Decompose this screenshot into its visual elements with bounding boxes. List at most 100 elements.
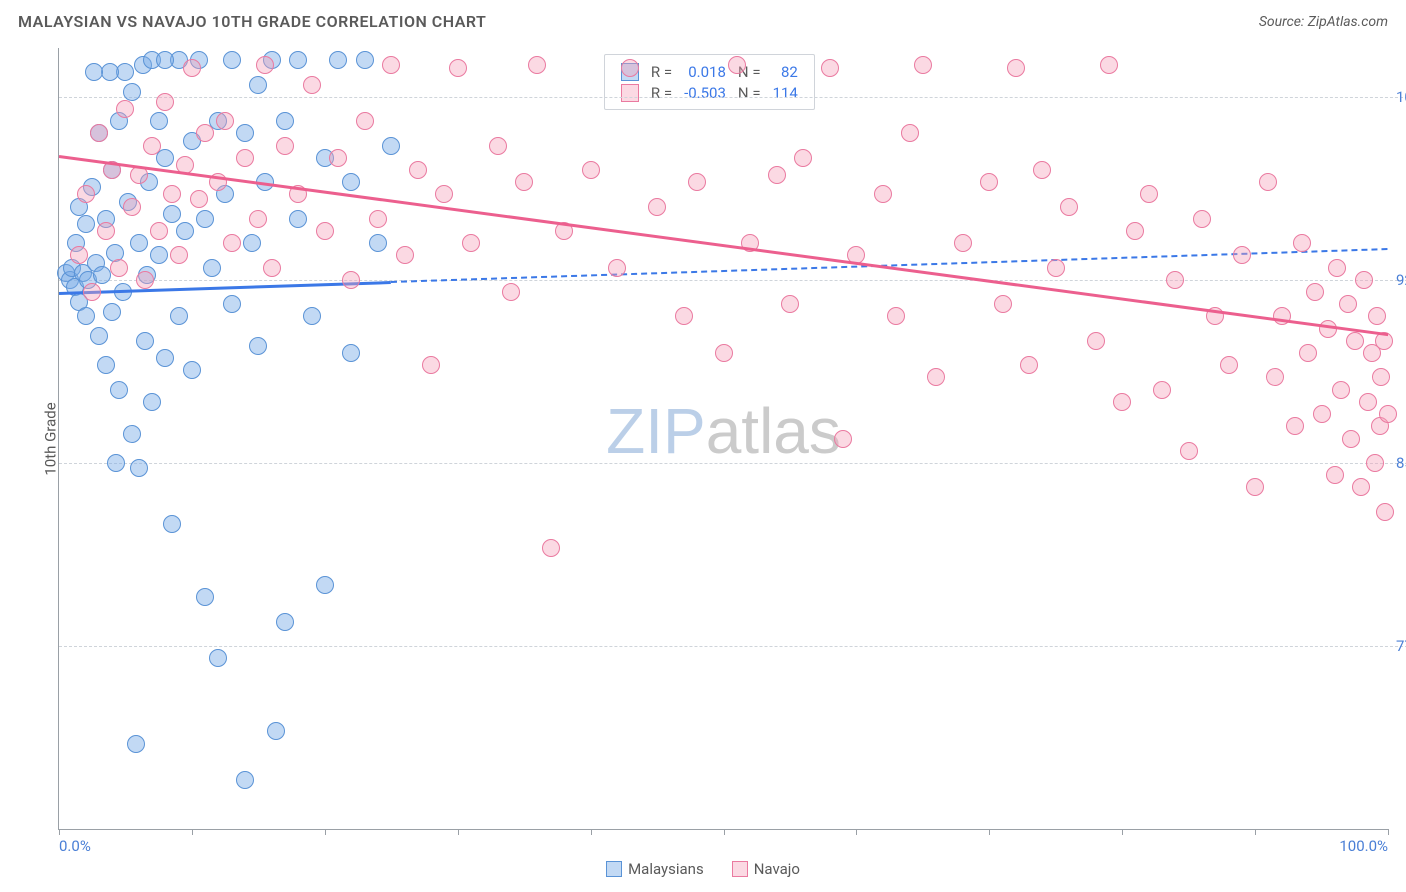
data-point — [256, 56, 274, 74]
data-point — [1313, 405, 1331, 423]
x-tick-label: 0.0% — [59, 837, 91, 855]
legend-n-value: 82 — [767, 61, 804, 82]
data-point — [409, 161, 427, 179]
data-point — [236, 771, 254, 789]
data-point — [110, 381, 128, 399]
data-point — [396, 246, 414, 264]
data-point — [163, 205, 181, 223]
data-point — [901, 124, 919, 142]
data-point — [236, 149, 254, 167]
data-point — [834, 430, 852, 448]
data-point — [93, 266, 111, 284]
data-point — [1140, 185, 1158, 203]
data-point — [1180, 442, 1198, 460]
data-point — [980, 173, 998, 191]
series-legend-label: Malaysians — [628, 860, 704, 878]
data-point — [97, 222, 115, 240]
data-point — [1342, 430, 1360, 448]
data-point — [103, 303, 121, 321]
data-point — [582, 161, 600, 179]
data-point — [1306, 283, 1324, 301]
data-point — [90, 124, 108, 142]
legend-row: R =0.018N =82 — [615, 61, 804, 82]
data-point — [342, 344, 360, 362]
data-point — [150, 246, 168, 264]
data-point — [150, 112, 168, 130]
data-point — [163, 515, 181, 533]
y-tick-label: 77.5% — [1396, 637, 1406, 655]
data-point — [107, 454, 125, 472]
data-point — [77, 215, 95, 233]
data-point — [382, 137, 400, 155]
data-point — [276, 137, 294, 155]
data-point — [1266, 368, 1284, 386]
data-point — [156, 93, 174, 111]
data-point — [1020, 356, 1038, 374]
x-tick — [1122, 829, 1123, 835]
y-tick-label: 92.5% — [1396, 271, 1406, 289]
data-point — [1153, 381, 1171, 399]
data-point — [130, 234, 148, 252]
x-tick — [989, 829, 990, 835]
data-point — [136, 271, 154, 289]
legend-row: R =-0.503N =114 — [615, 82, 804, 103]
data-point — [821, 59, 839, 77]
data-point — [1332, 381, 1350, 399]
data-point — [1299, 344, 1317, 362]
legend-swatch — [732, 861, 748, 877]
data-point — [156, 349, 174, 367]
data-point — [927, 368, 945, 386]
gridline — [59, 463, 1406, 464]
data-point — [369, 234, 387, 252]
data-point — [994, 295, 1012, 313]
x-tick — [59, 829, 60, 835]
data-point — [675, 307, 693, 325]
data-point — [110, 259, 128, 277]
data-point — [190, 190, 208, 208]
data-point — [1047, 259, 1065, 277]
gridline — [59, 97, 1406, 98]
data-point — [515, 173, 533, 191]
data-point — [422, 356, 440, 374]
data-point — [249, 210, 267, 228]
watermark-part2: atlas — [706, 395, 841, 467]
data-point — [123, 425, 141, 443]
data-point — [449, 59, 467, 77]
data-point — [887, 307, 905, 325]
data-point — [183, 361, 201, 379]
data-point — [130, 459, 148, 477]
data-point — [1166, 271, 1184, 289]
series-legend-label: Navajo — [754, 860, 800, 878]
data-point — [236, 124, 254, 142]
data-point — [1346, 332, 1364, 350]
data-point — [1113, 393, 1131, 411]
plot-region: ZIPatlas R =0.018N =82R =-0.503N =114 10… — [58, 48, 1388, 830]
data-point — [143, 137, 161, 155]
data-point — [196, 588, 214, 606]
data-point — [203, 259, 221, 277]
data-point — [101, 63, 119, 81]
data-point — [1368, 307, 1386, 325]
data-point — [342, 173, 360, 191]
data-point — [435, 185, 453, 203]
data-point — [1379, 405, 1397, 423]
gridline — [59, 280, 1406, 281]
data-point — [1366, 454, 1384, 472]
data-point — [223, 51, 241, 69]
data-point — [216, 112, 234, 130]
data-point — [1007, 59, 1025, 77]
data-point — [1100, 56, 1118, 74]
data-point — [70, 246, 88, 264]
data-point — [1359, 393, 1377, 411]
legend-swatch — [621, 84, 639, 102]
data-point — [123, 83, 141, 101]
data-point — [688, 173, 706, 191]
data-point — [150, 222, 168, 240]
data-point — [83, 283, 101, 301]
x-tick-label: 100.0% — [1339, 837, 1388, 855]
data-point — [1220, 356, 1238, 374]
data-point — [1293, 234, 1311, 252]
series-legend: Malaysians Navajo — [0, 860, 1406, 878]
data-point — [209, 649, 227, 667]
data-point — [77, 307, 95, 325]
